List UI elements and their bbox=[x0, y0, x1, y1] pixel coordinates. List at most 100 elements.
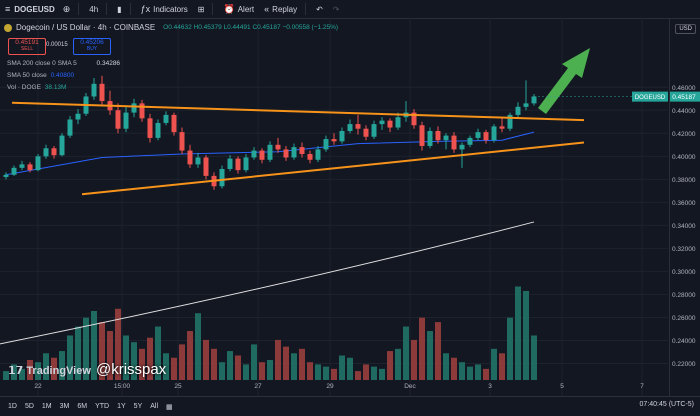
y-tick-label: 0.22000 bbox=[672, 361, 696, 368]
y-tick-label: 0.42000 bbox=[672, 131, 696, 138]
volume-bar bbox=[363, 364, 369, 380]
x-tick-label: 5 bbox=[560, 383, 564, 390]
dogecoin-icon bbox=[4, 23, 12, 32]
volume-bar bbox=[371, 366, 377, 380]
add-symbol-icon[interactable]: ⊕ bbox=[62, 3, 71, 14]
y-tick-label: 0.34000 bbox=[672, 223, 696, 230]
volume-bar bbox=[379, 368, 385, 380]
chart-legend: Dogecoin / US Dollar · 4h · COINBASE O0.… bbox=[4, 23, 338, 32]
range-ytd[interactable]: YTD bbox=[95, 403, 110, 410]
x-tick-label: 15:00 bbox=[114, 383, 131, 390]
symbol-search[interactable]: DOGEUSD bbox=[14, 4, 55, 14]
y-tick-label: 0.32000 bbox=[672, 246, 696, 253]
currency-label[interactable]: USD bbox=[675, 24, 696, 34]
layout-icon[interactable]: ⊞ bbox=[197, 4, 205, 14]
candle-body bbox=[275, 144, 281, 150]
replay-icon: « bbox=[264, 4, 270, 14]
volume-value: 38.13M bbox=[44, 84, 67, 91]
redo-icon[interactable]: ↷ bbox=[332, 4, 340, 14]
sma200-value: 0.34286 bbox=[96, 60, 121, 67]
volume-bar bbox=[299, 348, 305, 380]
candle-body bbox=[195, 157, 201, 165]
divider bbox=[305, 3, 307, 15]
volume-bar bbox=[523, 290, 529, 380]
divider bbox=[212, 3, 214, 15]
replay-button[interactable]: «Replay bbox=[264, 4, 297, 14]
candle-body bbox=[291, 147, 297, 158]
candle-body bbox=[59, 135, 65, 156]
sma200-legend[interactable]: SMA 200 close 0 SMA 5 0.34286 bbox=[7, 60, 120, 67]
y-tick-label: 0.44000 bbox=[672, 108, 696, 115]
indicators-button[interactable]: ƒx Indicators bbox=[141, 4, 188, 14]
volume-bar bbox=[515, 286, 521, 380]
range-6m[interactable]: 6M bbox=[77, 403, 88, 410]
candle-body bbox=[443, 135, 449, 141]
clock[interactable]: 07:40:45 (UTC-5) bbox=[639, 401, 694, 408]
sma50-value: 0.40800 bbox=[50, 72, 75, 79]
buy-label: BUY bbox=[86, 46, 98, 52]
top-toolbar: ≡ DOGEUSD ⊕ 4h ▮ ƒx Indicators ⊞ ⏰ Alert «… bbox=[0, 0, 700, 19]
candle-body bbox=[427, 131, 433, 146]
volume-bar bbox=[3, 371, 9, 380]
volume-bar bbox=[315, 364, 321, 380]
range-1y[interactable]: 1Y bbox=[117, 403, 126, 410]
volume-bar bbox=[435, 322, 441, 380]
volume-bar bbox=[467, 366, 473, 380]
candle-body bbox=[499, 126, 505, 129]
alert-button[interactable]: ⏰ Alert bbox=[223, 4, 254, 15]
divider bbox=[106, 3, 108, 15]
volume-bar bbox=[195, 313, 201, 380]
volume-bar bbox=[347, 357, 353, 380]
volume-legend[interactable]: Vol · DOGE 38.13M bbox=[7, 84, 66, 91]
volume-bar bbox=[499, 353, 505, 380]
sma50-legend[interactable]: SMA 50 close 0.40800 bbox=[7, 72, 74, 79]
y-tick-label: 0.26000 bbox=[672, 315, 696, 322]
buy-button[interactable]: 0.45206 BUY bbox=[73, 38, 111, 55]
menu-icon[interactable]: ≡ bbox=[5, 4, 11, 14]
candle-body bbox=[307, 154, 313, 160]
candle-body bbox=[283, 149, 289, 158]
candle-body bbox=[435, 131, 441, 141]
candle-body bbox=[483, 132, 489, 141]
volume-bar bbox=[179, 344, 185, 380]
x-tick-label: Dec bbox=[404, 383, 416, 390]
candle-body bbox=[11, 167, 17, 175]
volume-bar bbox=[43, 353, 49, 380]
volume-bar bbox=[355, 371, 361, 380]
volume-bar bbox=[27, 359, 33, 380]
chart-type-icon[interactable]: ▮ bbox=[117, 4, 122, 14]
candle-body bbox=[531, 96, 537, 104]
breakout-arrow bbox=[538, 48, 590, 114]
undo-icon[interactable]: ↶ bbox=[316, 4, 323, 14]
volume-bar bbox=[387, 351, 393, 380]
candle-body bbox=[227, 158, 233, 169]
range-1m[interactable]: 1M bbox=[41, 403, 52, 410]
candle-body bbox=[251, 150, 257, 158]
buy-price: 0.45206 bbox=[80, 39, 104, 46]
volume-bar bbox=[155, 326, 161, 380]
range-all[interactable]: All bbox=[150, 403, 159, 410]
range-5d[interactable]: 5D bbox=[24, 403, 34, 410]
interval-button[interactable]: 4h bbox=[89, 4, 99, 14]
volume-bar bbox=[243, 364, 249, 380]
volume-bar bbox=[259, 362, 265, 380]
price-axis[interactable] bbox=[669, 18, 700, 396]
range-5y[interactable]: 5Y bbox=[133, 403, 143, 410]
sell-button[interactable]: 0.45191 SELL bbox=[8, 38, 46, 55]
x-tick-label: 25 bbox=[174, 383, 182, 390]
candle-body bbox=[35, 156, 41, 171]
candle-body bbox=[323, 139, 329, 150]
volume-bar bbox=[171, 357, 177, 380]
volume-bar bbox=[403, 326, 409, 380]
range-1d[interactable]: 1D bbox=[8, 403, 17, 410]
divider bbox=[129, 3, 131, 15]
range-3m[interactable]: 3M bbox=[59, 403, 70, 410]
volume-bar bbox=[459, 362, 465, 380]
calendar-icon[interactable]: ▦ bbox=[166, 403, 173, 411]
volume-bar bbox=[483, 368, 489, 380]
candle-body bbox=[411, 112, 417, 126]
last-price-symbol-label: DOGEUSD bbox=[635, 95, 666, 101]
candle-body bbox=[75, 113, 81, 120]
chart-title: Dogecoin / US Dollar · 4h · COINBASE bbox=[16, 23, 156, 32]
